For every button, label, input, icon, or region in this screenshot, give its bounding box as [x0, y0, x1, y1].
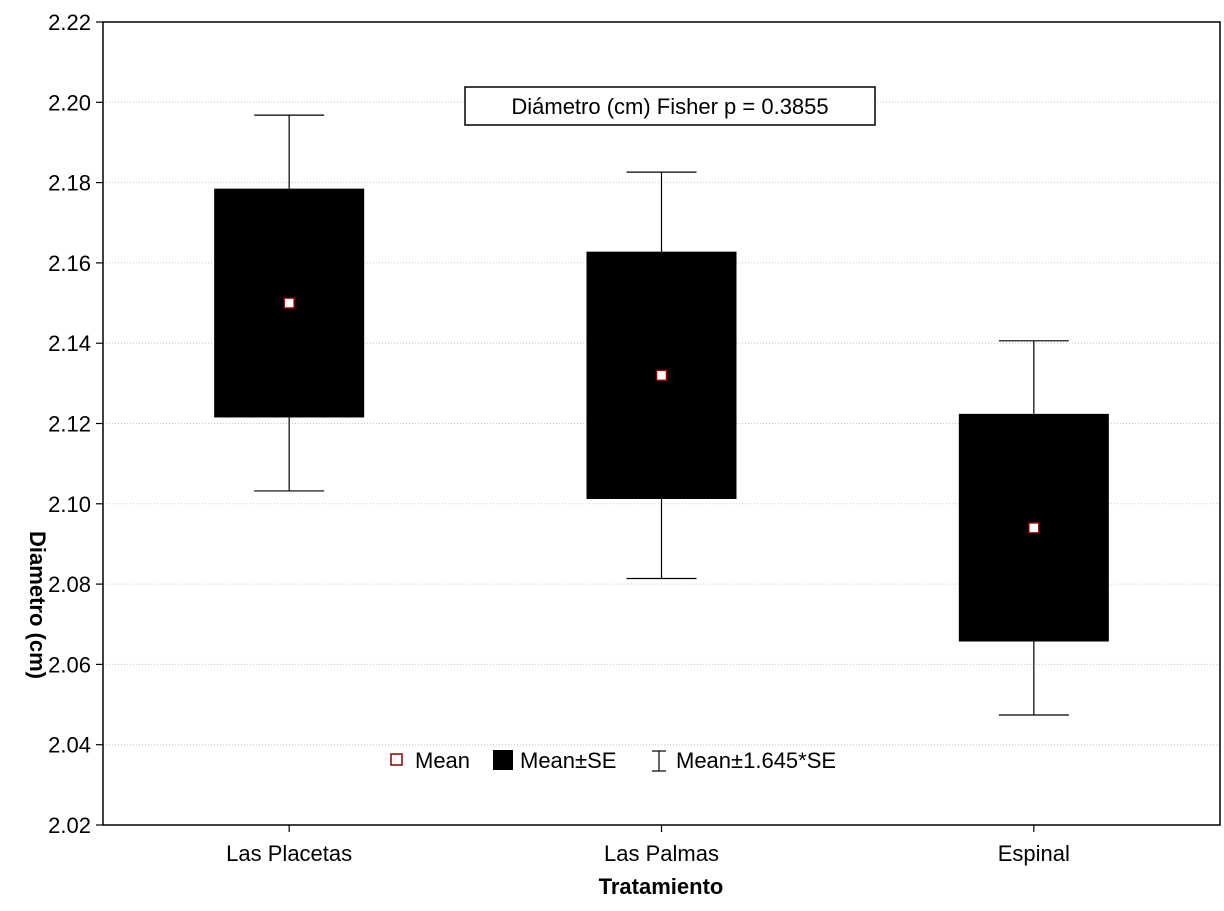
- y-tick-label: 2.08: [48, 572, 91, 597]
- annotation-box: Diámetro (cm) Fisher p = 0.3855: [464, 86, 876, 126]
- mean-marker: [1028, 522, 1040, 534]
- x-tick-label: Las Palmas: [604, 841, 719, 866]
- legend-se-label: Mean±SE: [520, 748, 616, 773]
- y-tick-label: 2.02: [48, 813, 91, 838]
- legend-mean-label: Mean: [415, 748, 470, 773]
- y-tick-label: 2.20: [48, 90, 91, 115]
- x-tick-label: Las Placetas: [226, 841, 352, 866]
- y-tick-label: 2.18: [48, 171, 91, 196]
- mean-marker: [283, 297, 295, 309]
- annotation-frame: [464, 86, 876, 126]
- y-tick-label: 2.16: [48, 251, 91, 276]
- legend-se-box: [493, 750, 513, 770]
- box-group: [958, 340, 1109, 716]
- annotation-text: Diámetro (cm) Fisher p = 0.3855: [511, 94, 828, 119]
- box-series: [214, 114, 1109, 716]
- y-tick-label: 2.12: [48, 412, 91, 437]
- y-axis-title: Diametro (cm): [25, 531, 50, 679]
- legend: Mean Mean±SE Mean±1.645*SE: [390, 748, 836, 773]
- legend-mean-marker: [390, 753, 403, 766]
- y-tick-label: 2.06: [48, 652, 91, 677]
- x-tick-label: Espinal: [998, 841, 1070, 866]
- x-axis-ticks: Las Placetas Las Palmas Espinal: [226, 825, 1070, 866]
- mean-marker: [655, 369, 668, 382]
- legend-whisker-icon: [652, 750, 666, 772]
- x-axis-title: Tratamiento: [599, 874, 724, 899]
- y-tick-label: 2.10: [48, 492, 91, 517]
- legend-whisker-label: Mean±1.645*SE: [676, 748, 836, 773]
- box-group: [214, 114, 365, 492]
- y-tick-label: 2.14: [48, 331, 91, 356]
- y-tick-label: 2.04: [48, 733, 91, 758]
- y-axis-ticks: 2.02 2.04 2.06 2.08 2.10 2.12 2.14 2.16 2.18 2.20…: [48, 10, 103, 838]
- box-group: [586, 171, 737, 580]
- y-tick-label: 2.22: [48, 10, 91, 35]
